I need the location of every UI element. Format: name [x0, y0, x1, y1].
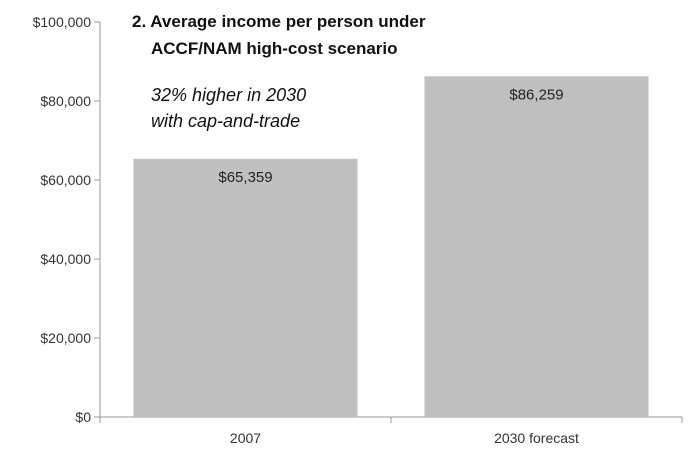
value-labels: $65,359 $86,259 — [218, 86, 563, 186]
x-axis: 2007 2030 forecast — [99, 416, 683, 446]
x-category-label: 2007 — [230, 430, 261, 446]
y-axis: $0 $20,000 $40,000 $60,000 $80,000 $100,000 — [33, 14, 101, 425]
y-tick-label: $0 — [75, 409, 91, 425]
chart-title-line-1: 2. Average income per person under — [132, 12, 426, 31]
bar-value-label: $65,359 — [218, 169, 272, 186]
bar-value-label: $86,259 — [509, 86, 563, 103]
x-category-label: 2030 forecast — [494, 430, 579, 446]
y-tick-label: $20,000 — [40, 330, 91, 346]
annotation-line-2: with cap-and-trade — [151, 111, 300, 131]
y-tick-label: $80,000 — [40, 93, 91, 109]
annotation-line-1: 32% higher in 2030 — [151, 85, 306, 105]
bars — [133, 76, 649, 417]
y-tick-label: $40,000 — [40, 251, 91, 267]
bar-2 — [424, 76, 649, 417]
y-tick-label: $100,000 — [33, 14, 92, 30]
y-tick-label: $60,000 — [40, 172, 91, 188]
chart-title-line-2: ACCF/NAM high-cost scenario — [151, 39, 398, 58]
bar-1 — [133, 158, 358, 417]
